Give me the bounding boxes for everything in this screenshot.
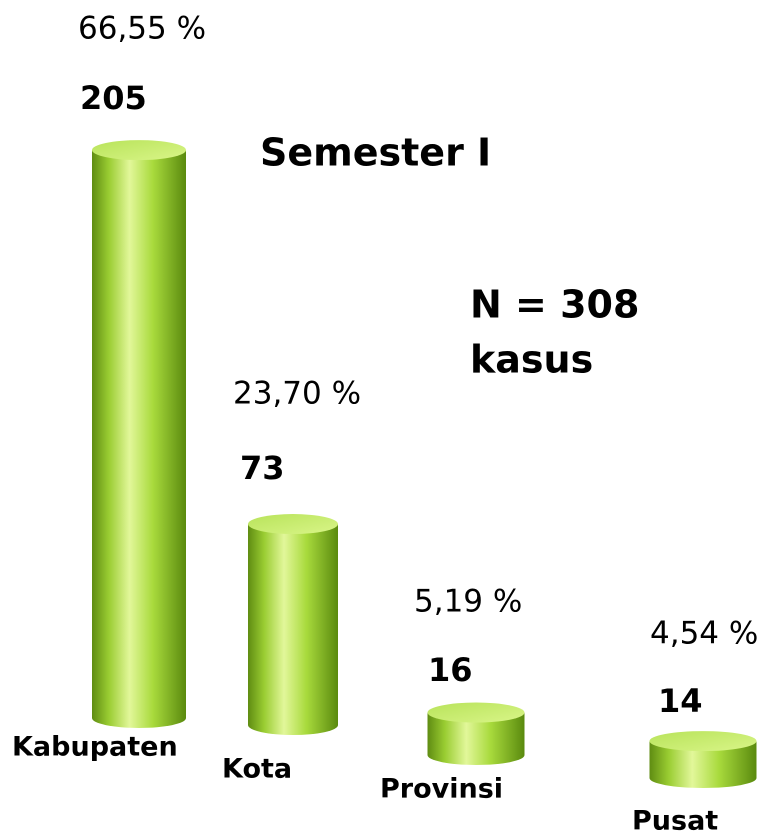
annotation: N = 308 [470,283,639,327]
value-label: 14 [658,682,703,720]
bar [427,712,525,765]
bar-cap [649,731,757,752]
chart-title: Semester I [260,131,491,175]
percent-label: 23,70 % [233,376,361,412]
bar-cap [92,140,186,161]
value-label: 73 [240,449,285,487]
percent-label: 5,19 % [414,584,522,620]
bar [92,150,186,728]
category-label: Kabupaten [12,732,178,763]
percent-label: 66,55 % [78,11,206,47]
value-label: 205 [80,79,147,117]
percent-label: 4,54 % [650,616,758,652]
category-label: Provinsi [380,774,503,805]
annotation: kasus [470,338,593,382]
category-label: Kota [222,754,292,785]
bar [248,524,338,735]
bar-cap [427,702,525,723]
bar-cap [248,514,338,535]
category-label: Pusat [632,806,718,836]
bar [649,741,757,788]
value-label: 16 [428,651,473,689]
